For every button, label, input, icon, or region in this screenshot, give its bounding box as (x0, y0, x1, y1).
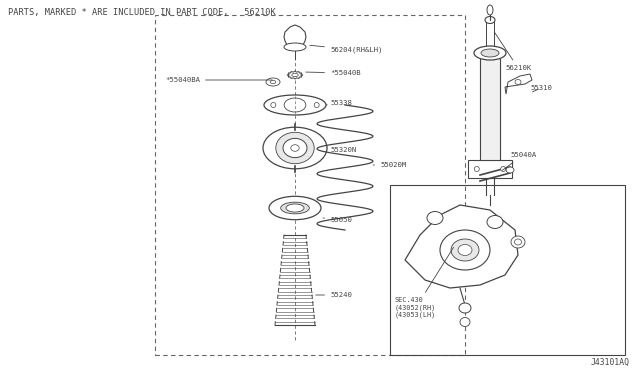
Ellipse shape (459, 303, 471, 313)
Ellipse shape (264, 95, 326, 115)
Text: PARTS, MARKED * ARE INCLUDED IN PART CODE,   56210K: PARTS, MARKED * ARE INCLUDED IN PART COD… (8, 8, 276, 17)
Ellipse shape (500, 167, 506, 171)
Text: J43101AQ: J43101AQ (591, 358, 630, 367)
Text: 55020M: 55020M (373, 162, 406, 168)
Text: *55040BA: *55040BA (165, 77, 272, 83)
Text: 55310: 55310 (530, 85, 552, 92)
Ellipse shape (427, 212, 443, 224)
Ellipse shape (474, 46, 506, 60)
Ellipse shape (270, 80, 276, 84)
Bar (468, 160, 512, 178)
Ellipse shape (481, 49, 499, 57)
Ellipse shape (515, 80, 521, 84)
Ellipse shape (281, 202, 309, 214)
Polygon shape (480, 59, 500, 160)
Ellipse shape (286, 204, 304, 212)
Text: 55320N: 55320N (327, 147, 356, 153)
Text: 55040A: 55040A (502, 152, 536, 170)
Ellipse shape (458, 244, 472, 256)
Ellipse shape (487, 5, 493, 15)
Ellipse shape (460, 317, 470, 327)
Ellipse shape (487, 215, 503, 228)
Ellipse shape (276, 132, 314, 164)
Ellipse shape (266, 78, 280, 86)
Ellipse shape (314, 103, 319, 108)
Polygon shape (505, 74, 532, 94)
Ellipse shape (271, 103, 276, 108)
Text: 55240: 55240 (316, 292, 352, 298)
Ellipse shape (485, 16, 495, 23)
Polygon shape (405, 205, 518, 288)
Text: 55050: 55050 (323, 217, 352, 223)
Ellipse shape (511, 236, 525, 248)
Text: *55040B: *55040B (306, 70, 360, 76)
Ellipse shape (291, 145, 299, 151)
Text: SEC.430
(43052(RH)
(43053(LH): SEC.430 (43052(RH) (43053(LH) (395, 247, 454, 318)
Ellipse shape (284, 43, 306, 51)
Ellipse shape (283, 138, 307, 158)
Text: 55338: 55338 (326, 100, 352, 106)
Text: 56210K: 56210K (495, 32, 531, 71)
Ellipse shape (263, 127, 327, 169)
Ellipse shape (515, 239, 522, 245)
Ellipse shape (440, 230, 490, 270)
Ellipse shape (451, 239, 479, 261)
Ellipse shape (269, 196, 321, 220)
Ellipse shape (506, 167, 514, 173)
Bar (155, 15, 465, 355)
Ellipse shape (292, 73, 298, 77)
Polygon shape (287, 71, 303, 79)
Polygon shape (486, 18, 494, 53)
Ellipse shape (474, 167, 479, 171)
Bar (390, 185, 625, 355)
Text: 56204(RH&LH): 56204(RH&LH) (310, 45, 383, 53)
Ellipse shape (284, 98, 306, 112)
